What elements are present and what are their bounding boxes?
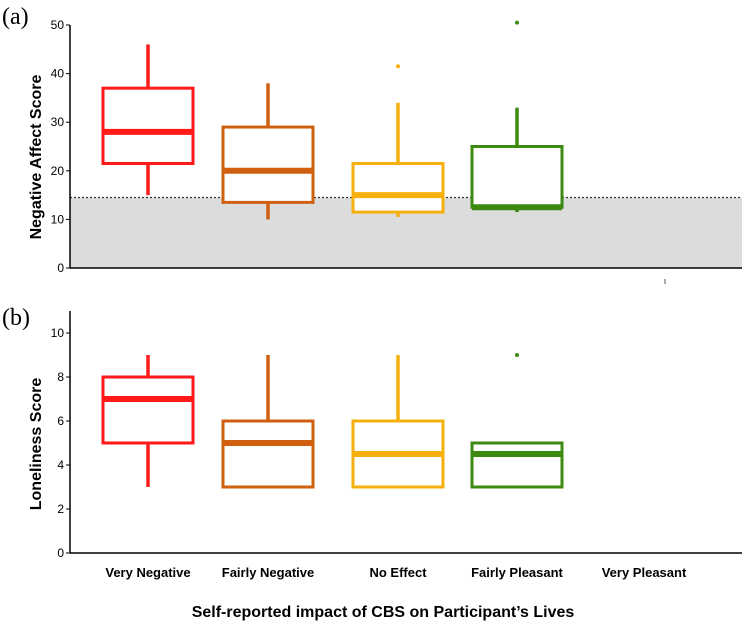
box-very-negative-iqr <box>101 86 195 166</box>
category-label-fairly-pleasant: Fairly Pleasant <box>471 565 563 580</box>
category-label-fairly-negative: Fairly Negative <box>222 565 315 580</box>
box-fairly-pleasant-outlier <box>515 353 519 357</box>
box-fairly-pleasant-outlier <box>515 20 519 25</box>
y-tick-label: 2 <box>57 502 64 516</box>
panel-b-ylabel: Loneliness Score <box>28 378 45 511</box>
panel-a-ylabel: Negative Affect Score <box>28 75 45 240</box>
box-fairly-negative-iqr <box>221 419 315 489</box>
y-tick-label: 20 <box>51 164 65 178</box>
panel-b-letter: (b) <box>2 305 30 331</box>
panel-a-negative-affect: (a) Negative Affect Score 0 10 20 30 40 50 <box>2 4 742 284</box>
box-no-effect-iqr <box>351 162 445 214</box>
y-tick-label: 6 <box>57 414 64 428</box>
y-tick-label: 10 <box>51 212 65 226</box>
box-very-negative-iqr <box>101 375 195 445</box>
y-tick-label: 30 <box>51 115 65 129</box>
category-labels: Very Negative Fairly Negative No Effect … <box>105 565 687 580</box>
panel-b-loneliness: (b) Loneliness Score 0 2 4 6 8 10 <box>2 305 742 560</box>
category-label-very-pleasant: Very Pleasant <box>602 565 687 580</box>
box-fairly-negative-iqr <box>221 125 315 204</box>
y-tick-label: 8 <box>57 370 64 384</box>
x-axis-title: Self-reported impact of CBS on Participa… <box>192 604 575 621</box>
y-tick-label: 10 <box>51 326 65 340</box>
y-tick-label: 50 <box>51 18 65 32</box>
y-tick-label: 0 <box>57 261 64 275</box>
category-label-very-negative: Very Negative <box>105 565 190 580</box>
category-label-no-effect: No Effect <box>369 565 427 580</box>
y-tick-label: 40 <box>51 67 65 81</box>
y-tick-label: 0 <box>57 546 64 560</box>
panel-a-letter: (a) <box>2 4 29 30</box>
box-no-effect-outlier <box>396 64 400 69</box>
box-fairly-pleasant-iqr <box>470 441 564 489</box>
box-fairly-pleasant-iqr <box>470 145 564 209</box>
y-tick-label: 4 <box>57 458 64 472</box>
